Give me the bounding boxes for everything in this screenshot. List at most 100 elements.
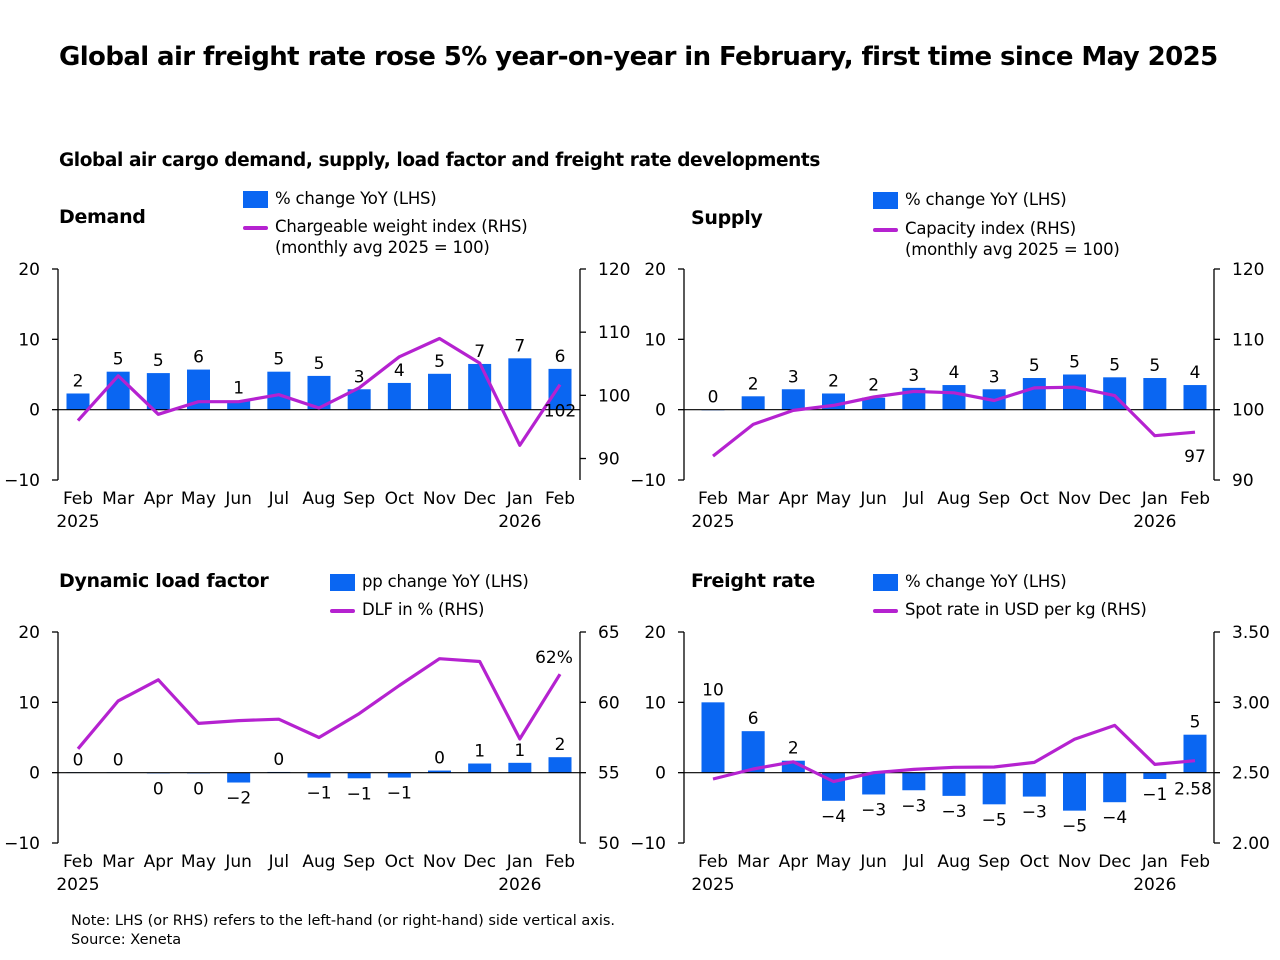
panel-title-freight: Freight rate <box>691 570 815 592</box>
left-axis-tick-label: −10 <box>4 471 40 491</box>
x-tick-label: Oct <box>1020 489 1050 509</box>
bar <box>548 368 572 410</box>
x-tick-label: May <box>816 852 851 872</box>
x-tick-label: Apr <box>779 852 808 872</box>
x-tick-label: Jan <box>1141 489 1168 509</box>
right-axis-tick-label: 55 <box>598 764 620 784</box>
x-tick-label: Dec <box>463 489 496 509</box>
bar-data-label: −1 <box>347 784 372 804</box>
legend-line-label: Spot rate in USD per kg (RHS) <box>905 600 1147 619</box>
x-year-label: 2025 <box>56 512 99 532</box>
bar-data-label: −2 <box>226 789 251 809</box>
bar-data-label: −1 <box>387 784 412 804</box>
bar-data-label: 2 <box>868 376 879 396</box>
x-year-label: 2025 <box>691 512 734 532</box>
bar <box>942 385 966 410</box>
x-tick-label: Sep <box>343 489 375 509</box>
left-axis-tick-label: 20 <box>18 260 40 280</box>
legend-bar-label: pp change YoY (LHS) <box>362 572 529 591</box>
bar-data-label: −5 <box>1062 817 1087 837</box>
panel-title-demand: Demand <box>59 206 146 228</box>
bar <box>1143 378 1167 410</box>
line-end-label: 62% <box>535 648 573 668</box>
bar-data-label: 7 <box>474 342 485 362</box>
x-year-label: 2025 <box>691 875 734 895</box>
x-tick-label: Feb <box>545 489 575 509</box>
bar-data-label: 0 <box>153 779 164 799</box>
left-axis-tick-label: −10 <box>630 834 666 854</box>
bar <box>508 762 532 773</box>
right-axis-tick-label: 2.00 <box>1232 834 1270 854</box>
bar-data-label: −3 <box>941 802 966 822</box>
bar-data-label: 1 <box>514 741 525 761</box>
legend-line-label-2: (monthly avg 2025 = 100) <box>905 240 1120 259</box>
x-tick-label: Mar <box>737 489 769 509</box>
x-tick-label: Sep <box>978 852 1010 872</box>
right-axis-tick-label: 90 <box>598 450 620 470</box>
chart-subtitle: Global air cargo demand, supply, load fa… <box>59 150 820 171</box>
bar <box>701 702 725 773</box>
line-series <box>76 657 562 750</box>
x-tick-label: Sep <box>978 489 1010 509</box>
bar-data-label: 0 <box>434 749 445 769</box>
left-axis-tick-label: −10 <box>630 471 666 491</box>
left-axis-tick-label: 0 <box>655 401 666 421</box>
x-tick-label: Jul <box>268 489 290 509</box>
bar-data-label: 0 <box>273 750 284 770</box>
left-axis-tick-label: 10 <box>644 693 666 713</box>
bar-data-label: 6 <box>193 348 204 368</box>
x-tick-label: Jun <box>224 489 252 509</box>
legend-line-label: Chargeable weight index (RHS) <box>275 217 528 236</box>
bar <box>862 772 886 795</box>
legend-bar-label: % change YoY (LHS) <box>275 189 437 208</box>
x-tick-label: Aug <box>937 489 970 509</box>
legend-line-swatch <box>873 228 898 232</box>
bar <box>428 373 451 410</box>
x-tick-label: Dec <box>1098 489 1131 509</box>
bar-data-label: 2 <box>555 735 566 755</box>
bar-data-label: 6 <box>555 347 566 367</box>
legend-bar-swatch <box>330 574 355 591</box>
legend-line-label: DLF in % (RHS) <box>362 600 485 619</box>
panel-title-dlf: Dynamic load factor <box>59 570 269 592</box>
left-axis-tick-label: 20 <box>644 260 666 280</box>
x-tick-label: Feb <box>698 852 728 872</box>
bar <box>902 772 926 791</box>
bar-data-label: 7 <box>514 336 525 356</box>
source: Source: Xeneta <box>71 932 182 948</box>
bar <box>468 763 492 773</box>
legend-bar-label: % change YoY (LHS) <box>905 190 1067 209</box>
bar <box>146 373 170 410</box>
x-tick-label: Jun <box>859 489 887 509</box>
left-axis-tick-label: 20 <box>18 623 40 643</box>
bar-data-label: −4 <box>1102 808 1127 828</box>
x-tick-label: Jan <box>1141 852 1168 872</box>
bar <box>982 772 1006 805</box>
bar <box>1143 772 1167 779</box>
bar-data-label: 4 <box>949 363 960 383</box>
bar-data-label: −5 <box>982 810 1007 830</box>
right-axis-tick-label: 60 <box>598 693 620 713</box>
bar-data-label: 1 <box>233 379 244 399</box>
legend-line-label-2: (monthly avg 2025 = 100) <box>275 238 490 257</box>
bar-data-label: 4 <box>394 361 405 381</box>
legend-line-swatch <box>330 609 355 613</box>
x-tick-label: Mar <box>737 852 769 872</box>
x-tick-label: Apr <box>144 489 173 509</box>
x-tick-label: Feb <box>1180 489 1210 509</box>
bar <box>227 772 251 783</box>
x-tick-label: Mar <box>102 852 134 872</box>
right-axis-tick-label: 65 <box>598 623 620 643</box>
right-axis-tick-label: 120 <box>598 260 630 280</box>
x-tick-label: Jul <box>268 852 290 872</box>
bar-data-label: −1 <box>1142 785 1167 805</box>
legend-line-label: Capacity index (RHS) <box>905 219 1076 238</box>
bar-data-label: 4 <box>1190 363 1201 383</box>
x-tick-label: Jan <box>506 489 533 509</box>
bar-data-label: 0 <box>73 750 84 770</box>
bar-data-label: 5 <box>1109 355 1120 375</box>
bar <box>862 397 886 410</box>
x-tick-label: May <box>181 489 216 509</box>
legend-bar-swatch <box>873 574 898 591</box>
